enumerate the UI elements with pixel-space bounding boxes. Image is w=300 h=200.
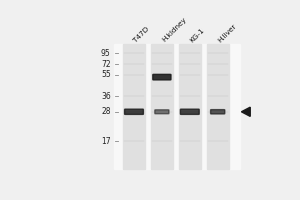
Text: KG-1: KG-1 (189, 27, 205, 43)
Bar (207, 44, 229, 169)
FancyBboxPatch shape (211, 110, 225, 114)
Text: 17: 17 (101, 137, 111, 146)
Text: H.kidney: H.kidney (161, 17, 188, 43)
Bar (151, 44, 173, 169)
Polygon shape (242, 107, 250, 116)
FancyBboxPatch shape (153, 74, 171, 80)
FancyBboxPatch shape (155, 110, 169, 114)
Text: 28: 28 (101, 107, 111, 116)
Text: 36: 36 (101, 92, 111, 101)
FancyBboxPatch shape (180, 109, 199, 114)
Bar (179, 44, 201, 169)
Bar (114, 44, 240, 169)
Bar (114, 44, 240, 169)
Text: H.liver: H.liver (217, 22, 237, 43)
Text: 72: 72 (101, 60, 111, 69)
FancyBboxPatch shape (124, 109, 143, 114)
Bar (123, 44, 145, 169)
Text: 95: 95 (101, 49, 111, 58)
Text: 55: 55 (101, 70, 111, 79)
Text: T47D: T47D (133, 25, 151, 43)
